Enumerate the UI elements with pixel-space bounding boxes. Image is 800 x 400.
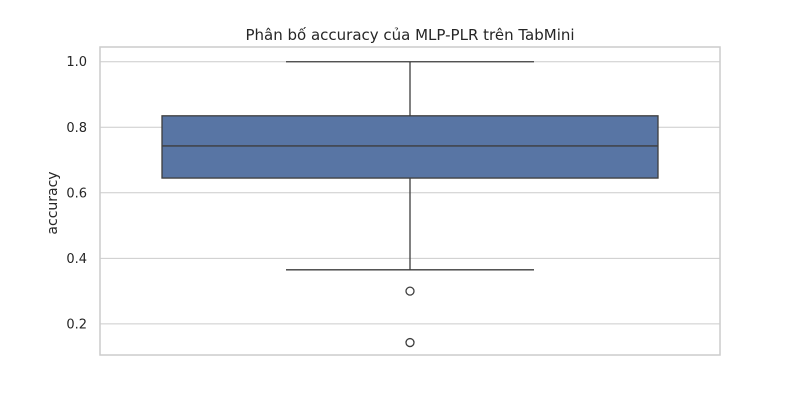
interquartile-box xyxy=(161,115,659,179)
y-tick-label: 1.0 xyxy=(66,55,87,70)
chart-title: Phân bố accuracy của MLP-PLR trên TabMin… xyxy=(245,26,574,44)
y-tick-label: 0.8 xyxy=(66,121,87,136)
plot-frame xyxy=(99,46,721,356)
y-tick-label: 0.2 xyxy=(66,317,87,332)
y-tick-label: 0.4 xyxy=(66,252,87,267)
outlier-point xyxy=(405,286,415,296)
y-axis-label: accuracy xyxy=(45,171,61,234)
y-tick-labels: 0.2 0.4 0.6 0.8 1.0 xyxy=(66,55,87,332)
outlier-point xyxy=(405,337,415,348)
y-tick-label: 0.6 xyxy=(66,186,87,201)
box-plot xyxy=(161,61,659,348)
